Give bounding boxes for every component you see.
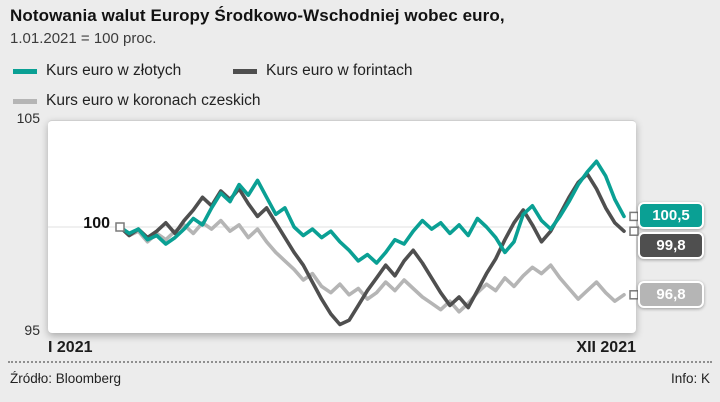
footer-divider: [8, 361, 712, 363]
end-value-badge-koruna: 96,8: [638, 280, 704, 308]
chart-title: Notowania walut Europy Środkowo-Wschodni…: [10, 6, 505, 25]
zloty-line-swatch-icon: [13, 68, 37, 74]
source-credit: Źródło: Bloomberg: [10, 371, 122, 386]
koruna-line-swatch-icon: [13, 98, 37, 104]
legend-label-koruna: Kurs euro w koronach czeskich: [46, 92, 261, 109]
legend-item-zloty: Kurs euro w złotych: [13, 62, 181, 80]
x-axis-end-label: XII 2021: [576, 339, 636, 356]
end-value-badge-forint: 99,8: [638, 232, 704, 260]
chart-subtitle: 1.01.2021 = 100 proc.: [10, 30, 157, 47]
legend-label-zloty: Kurs euro w złotych: [46, 62, 182, 79]
forint-line-swatch-icon: [233, 68, 257, 74]
legend-label-forint: Kurs euro w forintach: [266, 62, 413, 79]
x-axis-start-label: I 2021: [48, 339, 93, 356]
legend-item-forint: Kurs euro w forintach: [233, 62, 412, 80]
y-axis-tick-95: 95: [24, 322, 40, 338]
y-axis-tick-105: 105: [16, 110, 40, 126]
info-credit: Info: K: [670, 371, 710, 386]
end-value-badge-zloty: 100,5: [638, 202, 704, 230]
plot-area: [48, 120, 639, 333]
baseline-100-label: 100: [83, 215, 110, 232]
line-chart: [48, 159, 639, 327]
legend-item-koruna: Kurs euro w koronach czeskich: [13, 92, 261, 110]
